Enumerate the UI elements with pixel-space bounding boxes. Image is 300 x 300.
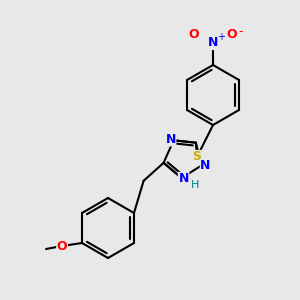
Text: -: - [239,26,243,38]
Text: N: N [178,172,189,185]
Text: O: O [227,28,237,41]
Text: N: N [208,37,218,50]
Text: +: + [217,32,225,42]
Text: H: H [190,180,199,190]
Text: N: N [200,159,211,172]
Text: S: S [193,151,202,164]
Text: O: O [189,28,199,41]
Text: O: O [57,239,67,253]
Text: N: N [165,133,176,146]
